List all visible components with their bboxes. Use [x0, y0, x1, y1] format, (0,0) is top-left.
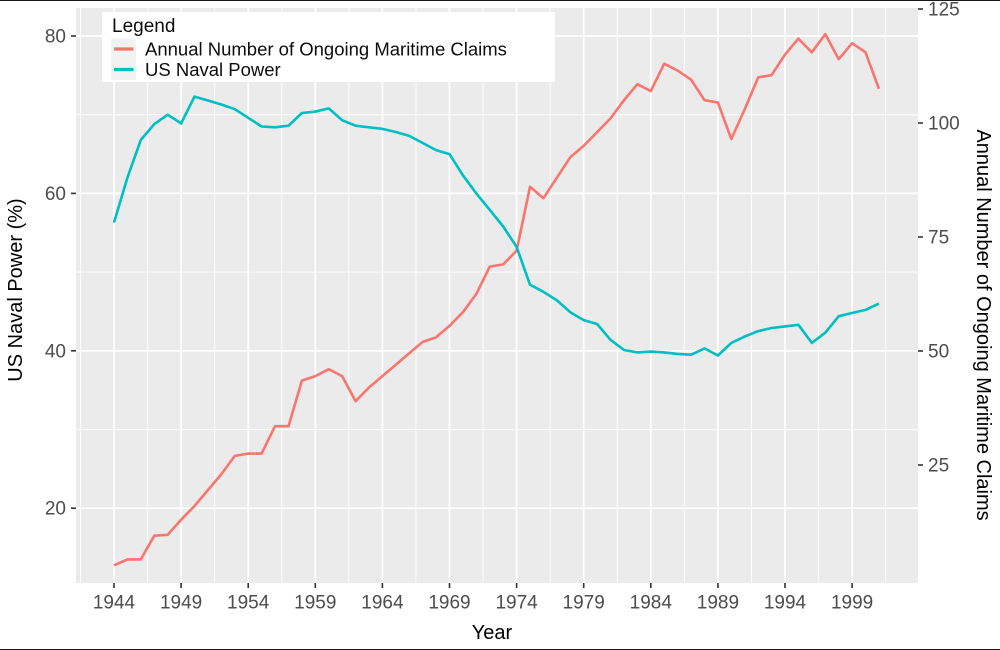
x-axis-title: Year [472, 622, 513, 644]
x-tick-label: 1964 [361, 593, 404, 614]
right-axis-title: Annual Number of Ongoing Maritime Claims [972, 129, 994, 520]
x-tick-label: 1989 [697, 593, 739, 614]
x-tick-label: 1994 [764, 593, 807, 614]
legend-box [102, 12, 555, 82]
legend [102, 12, 555, 82]
legend-title: Legend [112, 16, 175, 37]
left-tick-label: 20 [45, 499, 66, 520]
x-tick-label: 1999 [831, 593, 873, 614]
right-tick-label: 100 [928, 114, 960, 135]
x-tick-label: 1944 [93, 593, 136, 614]
right-tick-label: 25 [928, 456, 949, 477]
right-tick-label: 50 [928, 342, 949, 363]
plot-area: 1944 1949 1954 1959 1964 1969 1974 1979 1984 1989… [45, 0, 960, 614]
legend-item-claims-label: Annual Number of Ongoing Maritime Claims [145, 39, 507, 60]
left-tick-label: 80 [45, 27, 66, 48]
x-tick-label: 1954 [227, 593, 270, 614]
x-tick-label: 1984 [630, 593, 673, 614]
x-tick-label: 1959 [294, 593, 336, 614]
claims-line [113, 32, 881, 567]
x-tick-label: 1969 [428, 593, 470, 614]
naval-power-line [112, 95, 880, 357]
right-tick-label: 75 [928, 228, 949, 249]
x-tick-label: 1974 [495, 593, 538, 614]
left-tick-label: 60 [45, 184, 66, 205]
x-tick-label: 1949 [160, 593, 202, 614]
right-tick-label: 125 [928, 0, 960, 21]
left-axis-title: US Naval Power (%) [5, 198, 27, 381]
legend-item-naval-power-label: US Naval Power [145, 59, 281, 80]
left-tick-label: 40 [45, 341, 66, 362]
x-tick-label: 1979 [563, 593, 605, 614]
